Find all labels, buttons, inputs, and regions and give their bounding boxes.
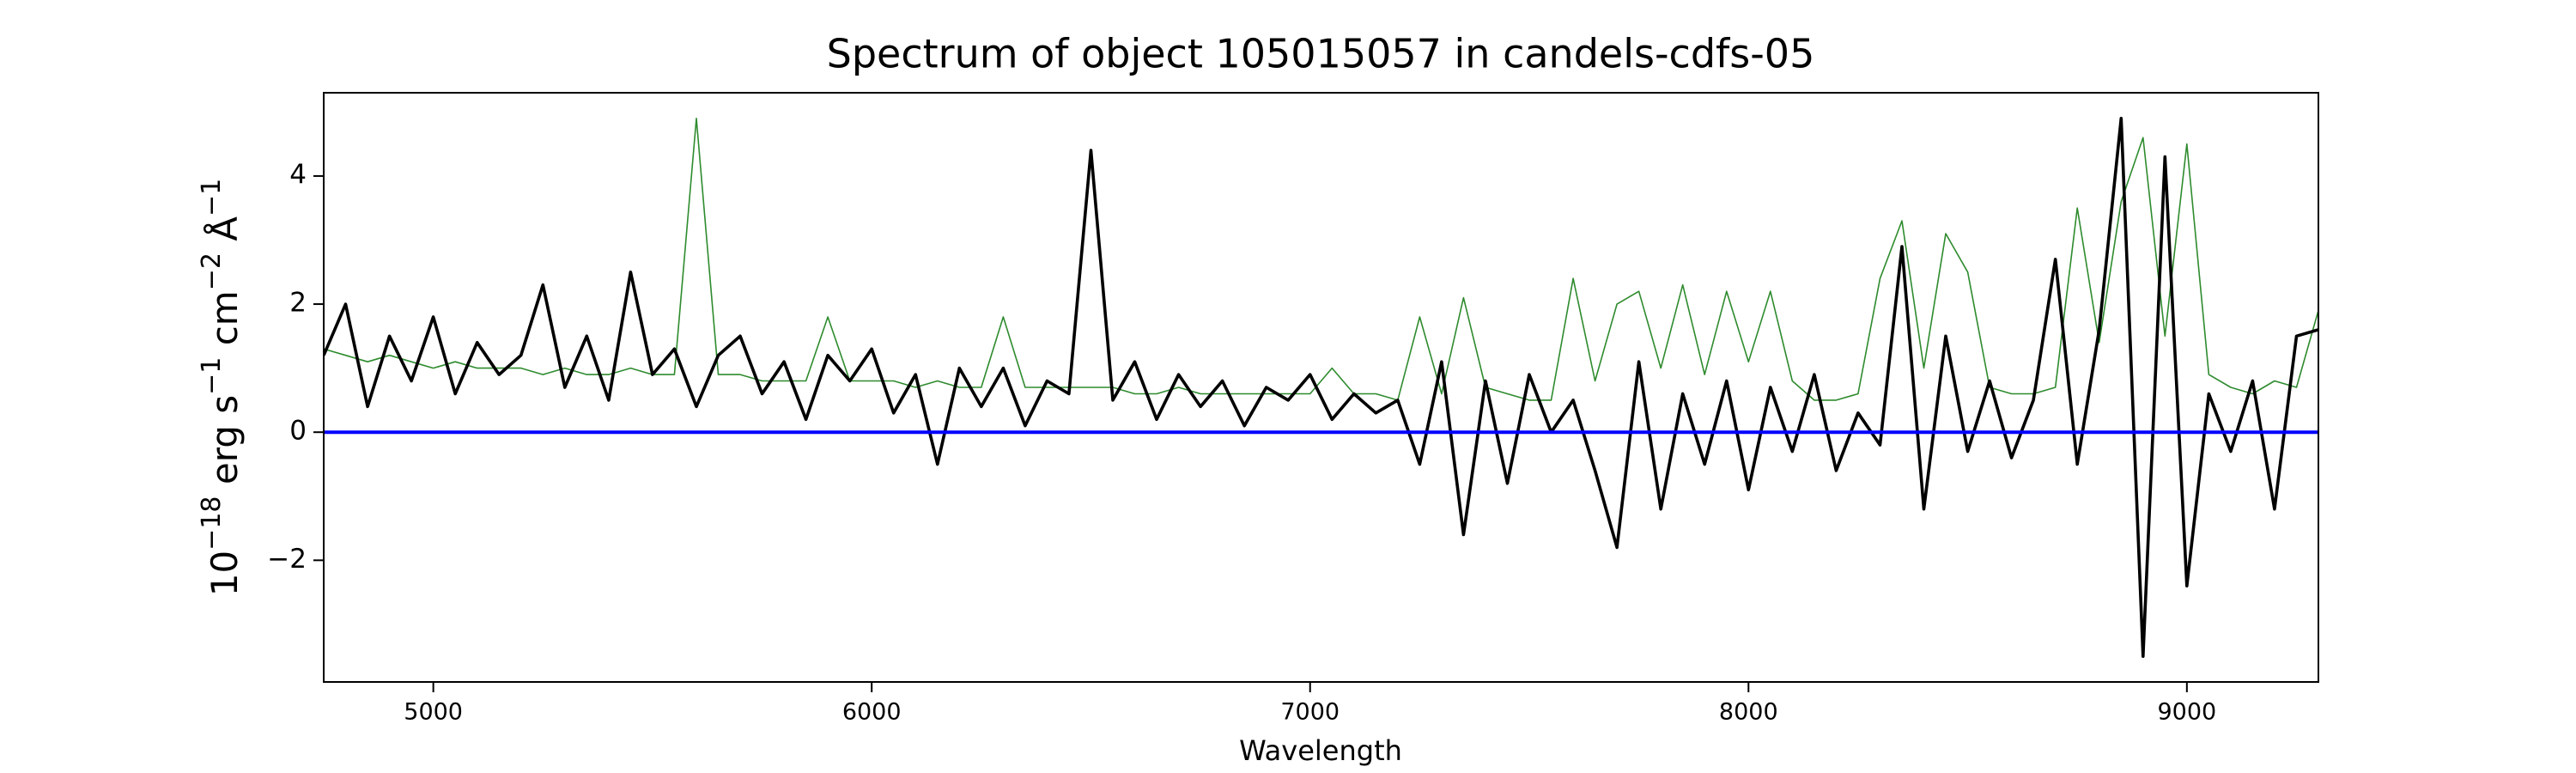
y-tick-label: 0 bbox=[289, 416, 307, 447]
x-axis-label: Wavelength bbox=[1239, 734, 1402, 767]
y-tick-label: 4 bbox=[289, 159, 307, 190]
y-label-sup: −1 bbox=[197, 179, 227, 216]
y-label-sup: −1 bbox=[197, 357, 227, 395]
x-tick-label: 6000 bbox=[842, 699, 902, 726]
y-label-sup: −18 bbox=[197, 496, 227, 551]
chart-title: Spectrum of object 105015057 in candels-… bbox=[827, 31, 1815, 77]
y-axis-label: 10−18 erg s−1 cm−2 Å−1 bbox=[197, 179, 246, 597]
x-tick-label: 8000 bbox=[1719, 699, 1778, 726]
spectrum-line bbox=[324, 117, 2318, 658]
x-tick-label: 5000 bbox=[404, 699, 463, 726]
y-label-sup: −2 bbox=[197, 253, 227, 290]
y-label-text: erg s bbox=[204, 395, 246, 496]
plot-frame bbox=[323, 92, 2319, 683]
y-tick-label: −2 bbox=[267, 544, 307, 575]
plot-lines bbox=[324, 117, 2318, 658]
spectrum-line bbox=[324, 118, 2318, 401]
x-tick-label: 7000 bbox=[1280, 699, 1340, 726]
y-tick-label: 2 bbox=[289, 288, 307, 319]
y-label-text: cm bbox=[204, 290, 246, 356]
y-label-text: 10 bbox=[204, 551, 246, 596]
x-tick-label: 9000 bbox=[2157, 699, 2216, 726]
y-label-text: Å bbox=[203, 216, 246, 253]
